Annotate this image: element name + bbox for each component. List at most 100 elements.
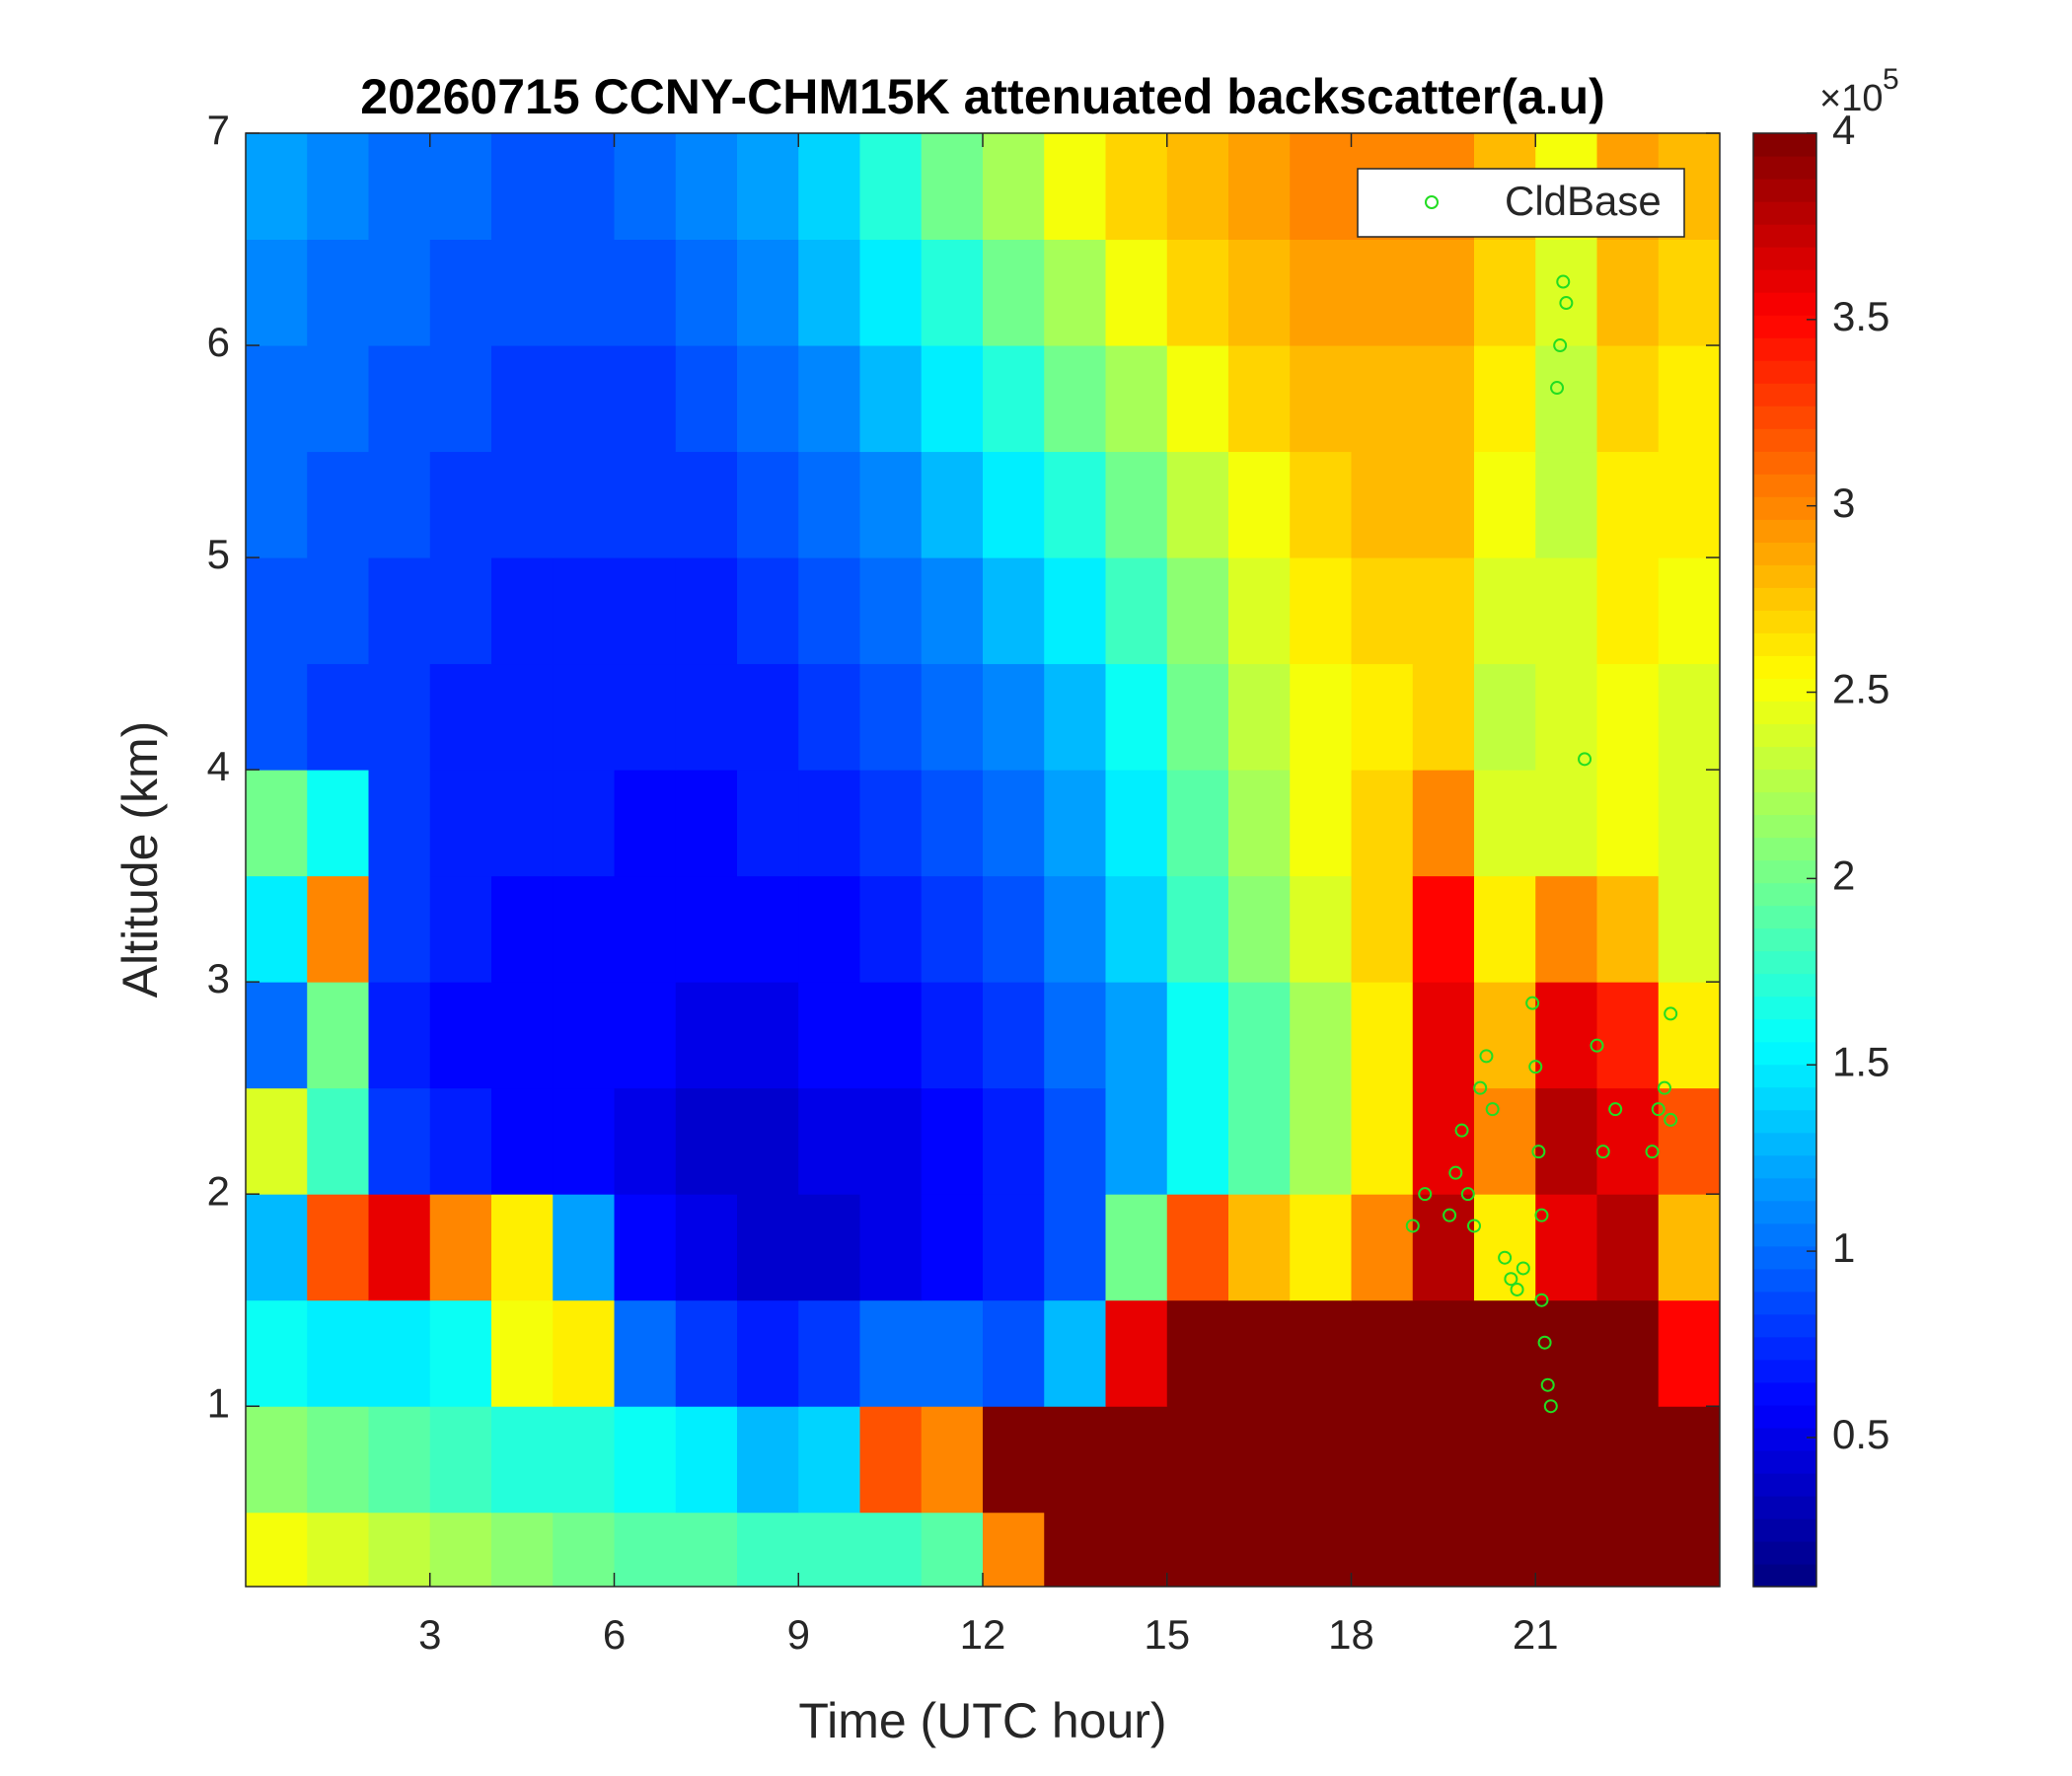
colorbar-swatch [1753,564,1816,588]
heatmap-cell [859,663,923,771]
colorbar-tick-label: 2.5 [1832,666,1889,712]
heatmap-cell [491,1512,554,1588]
heatmap-cell [737,982,799,1089]
heatmap-cell [1228,133,1291,241]
heatmap-cell [921,663,984,771]
heatmap-cell [553,1299,615,1407]
heatmap-cell [1044,1087,1106,1195]
heatmap-cell [1228,1194,1291,1301]
heatmap-cell [675,239,738,346]
heatmap-cell [1658,770,1721,877]
heatmap-cell [1166,1512,1229,1588]
heatmap-cell [1596,1194,1660,1301]
colorbar-multiplier: ×10 [1819,78,1883,119]
heatmap-cell [1658,1512,1721,1588]
heatmap-cell [983,1512,1045,1588]
heatmap-cell [614,1087,677,1195]
heatmap-cell [737,1406,799,1514]
heatmap-cell [1290,1406,1352,1514]
heatmap-cell [1474,1087,1536,1195]
heatmap-cell [859,1194,923,1301]
colorbar-swatch [1753,1132,1816,1156]
heatmap-cell [246,770,308,877]
colorbar-swatch [1753,859,1816,884]
heatmap-cell [737,557,799,665]
heatmap-cell [1166,345,1229,453]
heatmap-cell [737,1512,799,1588]
heatmap-cell [307,1299,369,1407]
heatmap-cell [1596,1087,1660,1195]
heatmap-cell [1166,1406,1229,1514]
heatmap-cell [1596,875,1660,983]
scatter-point [1651,1102,1665,1117]
heatmap-cell [491,875,554,983]
scatter-point [1537,1335,1552,1350]
colorbar-swatch [1753,1154,1816,1179]
heatmap-cell [1535,663,1597,771]
heatmap-cell [1044,451,1106,558]
heatmap-cell [307,1194,369,1301]
heatmap-cell [1535,982,1597,1089]
heatmap-cell [921,875,984,983]
heatmap-cell [1166,239,1229,346]
colorbar-swatch [1753,927,1816,952]
heatmap-cell [1596,1512,1660,1588]
heatmap-cell [246,982,308,1089]
heatmap-cell [921,239,984,346]
heatmap-cell [921,1512,984,1588]
heatmap-cell [1351,451,1414,558]
colorbar-swatch [1753,1086,1816,1111]
heatmap-cell [246,239,308,346]
heatmap-cell [798,1299,860,1407]
heatmap-cell [1290,982,1352,1089]
heatmap-cell [798,557,860,665]
heatmap-cell [737,663,799,771]
colorbar-swatch [1753,791,1816,816]
heatmap-cell [859,1087,923,1195]
heatmap-cell [1535,345,1597,453]
heatmap-cell [1658,1299,1721,1407]
colorbar-swatch [1753,451,1816,475]
colorbar-swatch [1753,1472,1816,1497]
colorbar-swatch [1753,1222,1816,1247]
heatmap-cell [553,1406,615,1514]
colorbar-swatch [1753,701,1816,725]
heatmap-cell [1474,663,1536,771]
heatmap-cell [675,557,738,665]
heatmap-cell [1658,875,1721,983]
heatmap-cell [429,875,492,983]
heatmap-cell [1596,1406,1660,1514]
heatmap-cell [553,345,615,453]
colorbar-swatch [1753,678,1816,702]
heatmap-cell [983,239,1045,346]
legend-box [1357,168,1685,238]
scatter-point [1590,1038,1604,1053]
scatter-point [1534,1208,1549,1222]
heatmap-cell [1658,1087,1721,1195]
colorbar-swatch [1753,1517,1816,1542]
heatmap-cell [1105,1194,1168,1301]
heatmap-cell [246,875,308,983]
heatmap-cell [614,770,677,877]
heatmap-cell [1290,1299,1352,1407]
heatmap-cell [246,1087,308,1195]
heatmap-cell [1474,1194,1536,1301]
heatmap-cell [1474,1299,1536,1407]
heatmap-cell [1658,982,1721,1089]
heatmap-cell [368,1406,431,1514]
heatmap-cell [1596,557,1660,665]
heatmap-cell [1351,875,1414,983]
heatmap-cell [1228,982,1291,1089]
y-tick-label: 5 [207,531,230,577]
heatmap-cell [1474,1512,1536,1588]
heatmap-cell [553,451,615,558]
heatmap-cell [246,1406,308,1514]
heatmap-cell [368,875,431,983]
heatmap-cell [429,1299,492,1407]
y-tick-label: 6 [207,319,230,365]
heatmap-cell [921,982,984,1089]
scatter-point [1664,1112,1678,1127]
heatmap-cell [1166,663,1229,771]
scatter-point [1664,1006,1678,1021]
colorbar-swatch [1753,315,1816,338]
